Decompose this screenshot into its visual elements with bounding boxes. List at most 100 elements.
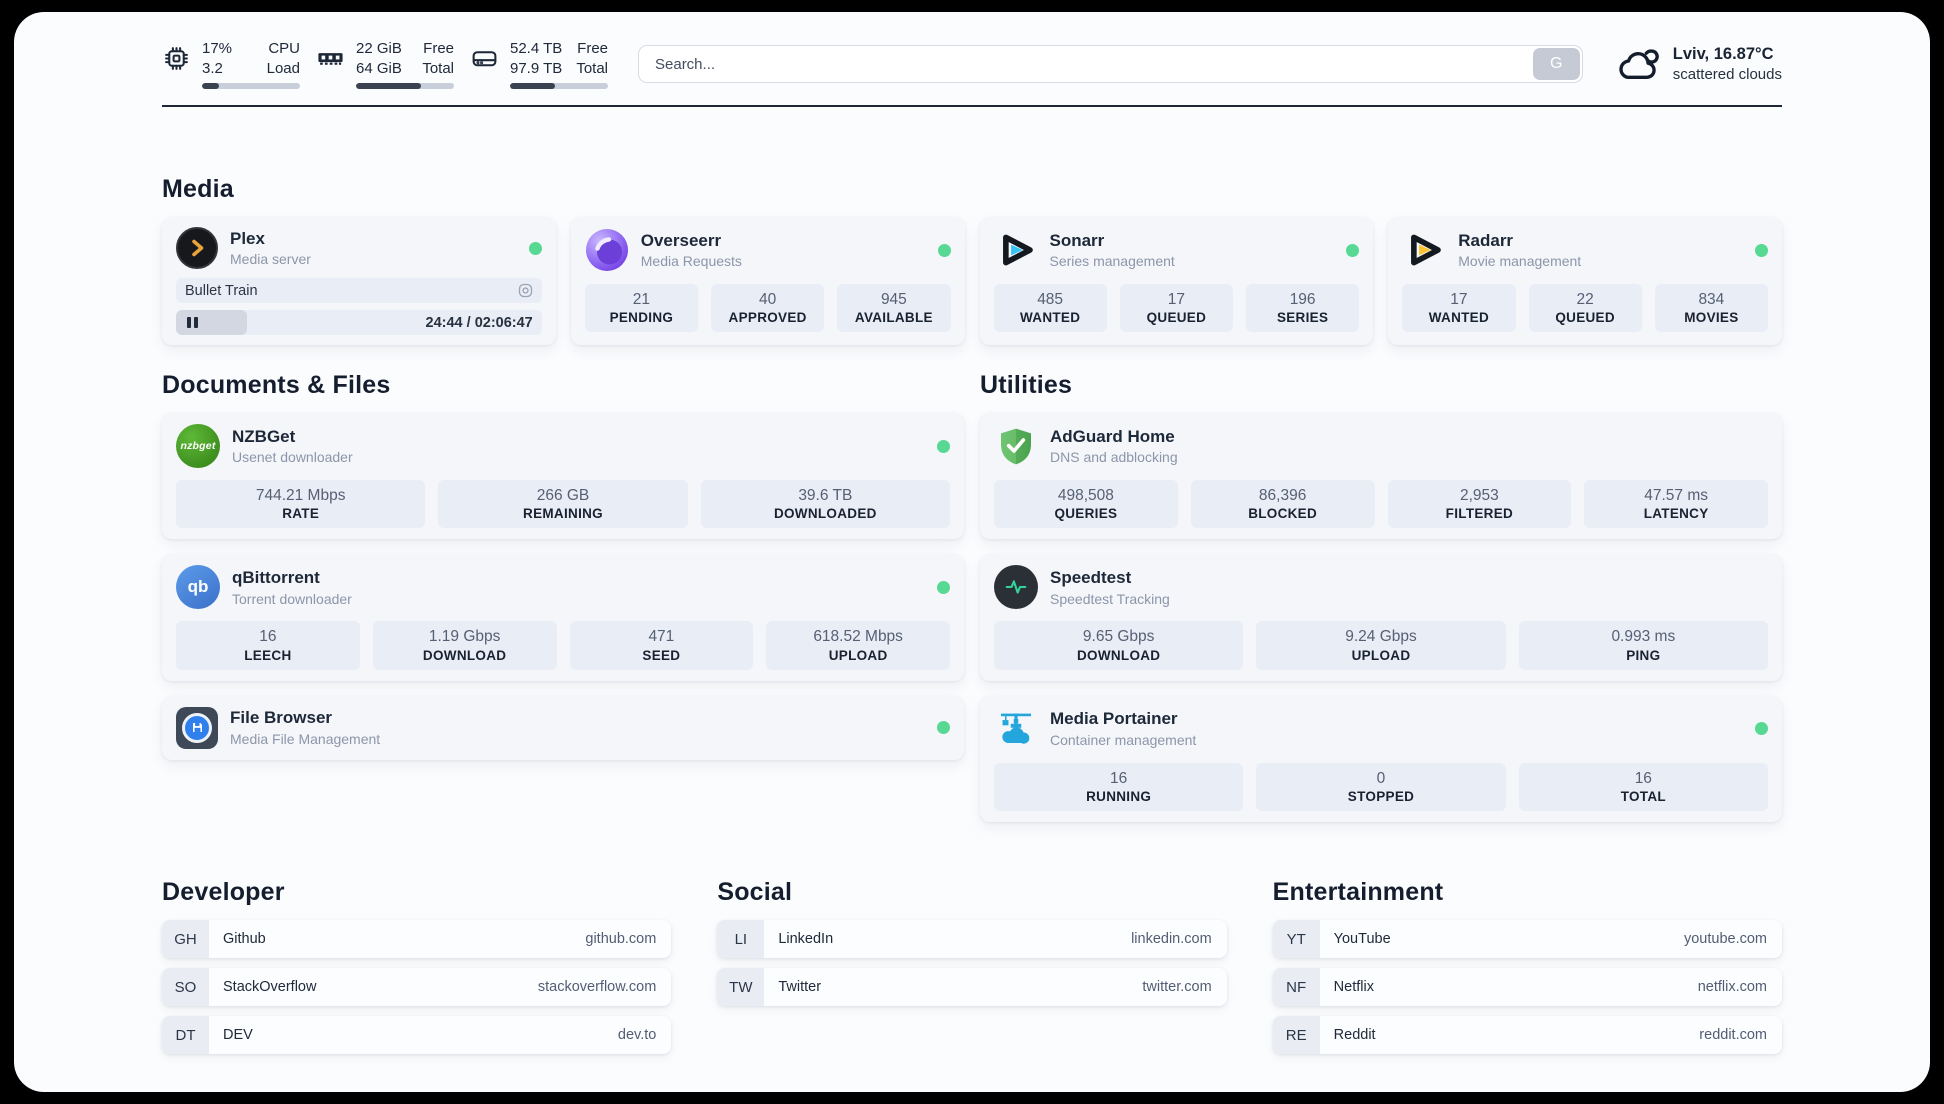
bookmark-dev[interactable]: DT DEV dev.to [162,1016,672,1055]
stat-label: LATENCY [1643,506,1709,522]
adguard-icon [994,424,1038,468]
app-subtitle: Media File Management [230,731,381,748]
app-name: NZBGet [232,426,296,446]
bookmark-url: dev.to [617,1027,657,1044]
radarr-icon [1402,228,1446,272]
stat-value: 86,396 [1258,487,1307,504]
bookmark-name: DEV [223,1027,253,1044]
status-badge [937,243,951,257]
nzbget-card[interactable]: nzbget NZBGet Usenet downloader 744.21 M… [162,413,964,540]
portainer-card[interactable]: Media Portainer Container management 16 … [980,695,1782,823]
stat-label: BLOCKED [1248,506,1318,522]
app-name: Plex [230,228,265,248]
stat-label: QUEUED [1555,310,1615,326]
ram-labels: Free Total [422,40,454,77]
stat-value: 834 [1698,291,1725,308]
bookmark-github[interactable]: GH Github github.com [162,920,672,959]
stat-box: 618.52 Mbps UPLOAD [766,621,950,670]
entertainment-column: Entertainment YT YouTube youtube.com NF … [1272,878,1782,1055]
bookmark-url: twitter.com [1142,979,1212,996]
plex-card[interactable]: Plex Media server Bullet Train [162,217,556,345]
player-time: 24:44 / 02:06:47 [425,314,533,331]
status-badge [528,241,542,255]
stat-box: 16 LEECH [176,621,360,670]
stat-label: RATE [282,506,320,522]
stat-box: 16 TOTAL [1518,762,1768,812]
stat-box: 16 RUNNING [994,762,1244,812]
section-title-utilities: Utilities [980,371,1073,399]
stat-box: 196 SERIES [1246,284,1360,333]
bookmark-reddit[interactable]: RE Reddit reddit.com [1272,1016,1782,1055]
stat-box: 17 QUEUED [1119,284,1233,333]
stat-value: 17 [1450,291,1468,308]
search-engine-button[interactable]: G [1532,48,1580,80]
stat-box: 86,396 BLOCKED [1190,480,1375,529]
stat-value: 485 [1037,291,1064,308]
developer-column: Developer GH Github github.com SO StackO… [162,878,672,1055]
qbittorrent-icon: qb [176,565,220,610]
sonarr-card[interactable]: Sonarr Series management 485 WANTED 17 Q… [979,217,1374,345]
bookmark-abbr: YT [1272,920,1320,959]
bookmark-twitter[interactable]: TW Twitter twitter.com [717,968,1227,1007]
overseerr-card[interactable]: Overseerr Media Requests 21 PENDING 40 A… [570,217,965,345]
stat-label: DOWNLOAD [1076,647,1161,663]
bookmark-name: Github [223,931,266,948]
stat-value: 9.65 Gbps [1082,628,1155,646]
bookmark-name: StackOverflow [223,979,317,996]
stat-value: 9.24 Gbps [1345,628,1417,646]
bookmark-abbr: NF [1272,968,1320,1007]
app-subtitle: Media Requests [640,253,742,270]
stat-value: 744.21 Mbps [255,487,346,504]
stat-box: 39.6 TB DOWNLOADED [700,480,950,529]
stat-label: STOPPED [1347,789,1415,805]
stat-box: 2,953 FILTERED [1387,480,1572,529]
speedtest-card[interactable]: Speedtest Speedtest Tracking 9.65 Gbps D… [980,554,1782,681]
bookmark-stackoverflow[interactable]: SO StackOverflow stackoverflow.com [162,968,672,1007]
adguard-card[interactable]: AdGuard Home DNS and adblocking 498,508 … [980,413,1782,540]
filebrowser-card[interactable]: File Browser Media File Management [162,695,964,760]
bookmark-url: github.com [585,931,657,948]
overseerr-icon [585,228,629,272]
stat-label: SEED [642,647,681,663]
bookmark-name: LinkedIn [778,931,834,948]
weather-condition: scattered clouds [1672,66,1782,83]
top-bar: 17% 3.2 CPU Load [162,38,1782,90]
bookmark-name: Twitter [778,979,822,996]
section-title-documents: Documents & Files [162,371,391,399]
bookmark-abbr: SO [162,968,209,1007]
session-target-icon [518,283,533,298]
stat-label: QUERIES [1054,506,1118,522]
stat-value: 196 [1289,291,1316,308]
stat-value: 39.6 TB [798,487,853,504]
qbittorrent-card[interactable]: qb qBittorrent Torrent downloader 16 [162,554,964,681]
stat-box: 471 SEED [569,621,754,670]
stat-box: 47.57 ms LATENCY [1584,480,1768,529]
status-badge [937,439,950,453]
stat-value: 266 GB [536,487,590,504]
cpu-progress-bar [202,83,300,89]
pause-button[interactable] [187,317,198,328]
cpu-values: 17% 3.2 [202,40,233,77]
disk-icon [472,51,497,67]
bookmark-linkedin[interactable]: LI LinkedIn linkedin.com [717,920,1227,959]
app-subtitle: Container management [1050,732,1197,749]
bookmark-url: youtube.com [1683,931,1767,948]
bookmark-youtube[interactable]: YT YouTube youtube.com [1272,920,1782,959]
cpu-labels: CPU Load [266,40,300,77]
bookmark-abbr: GH [162,920,209,959]
app-subtitle: Torrent downloader [232,590,352,607]
ram-metric: 22 GiB 64 GiB Free Total [316,39,454,89]
stat-label: UPLOAD [1351,647,1411,663]
media-cards-row: Plex Media server Bullet Train [162,217,1782,345]
now-playing-bar: Bullet Train [176,278,542,303]
stat-label: REMAINING [523,506,603,522]
radarr-card[interactable]: Radarr Movie management 17 WANTED 22 QUE… [1388,217,1782,345]
bookmark-url: reddit.com [1699,1027,1767,1044]
search-input[interactable] [638,45,1583,83]
sonarr-icon [994,228,1038,272]
bookmark-name: Netflix [1333,979,1374,996]
app-name: File Browser [230,708,333,728]
bookmark-netflix[interactable]: NF Netflix netflix.com [1272,968,1782,1007]
app-subtitle: Speedtest Tracking [1050,590,1170,607]
stat-value: 471 [648,628,675,646]
